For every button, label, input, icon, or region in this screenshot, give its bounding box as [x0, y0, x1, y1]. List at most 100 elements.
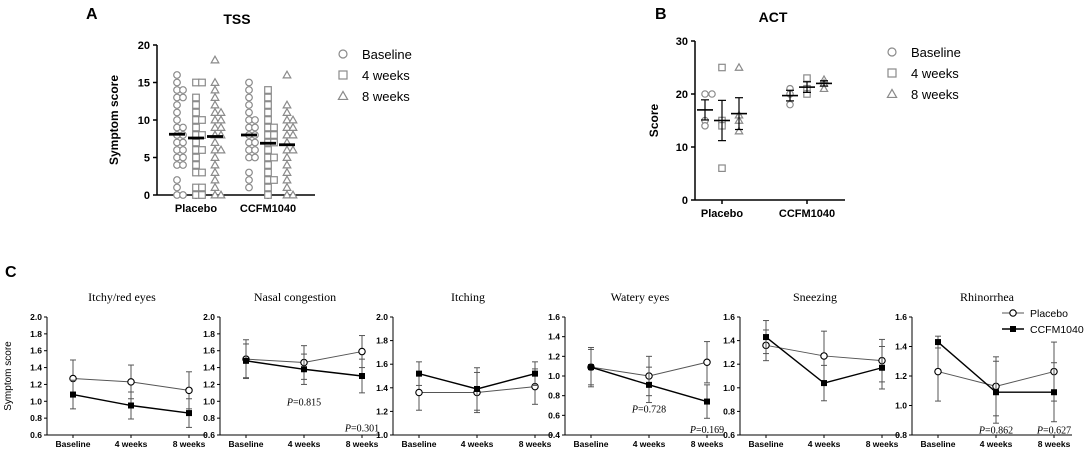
x-tick-label: 4 weeks	[461, 439, 494, 449]
y-tick-label: 1.8	[30, 329, 42, 339]
data-point	[173, 108, 181, 117]
legend-marker	[887, 68, 897, 78]
data-point	[701, 90, 709, 98]
x-tick-label: CCFM1040	[240, 203, 296, 215]
y-tick-label: 1.2	[203, 379, 215, 389]
y-tick-label: 0	[144, 190, 150, 202]
data-point	[192, 108, 200, 117]
data-point	[70, 391, 76, 398]
x-tick-label: Baseline	[749, 439, 784, 449]
y-tick-label: 1.0	[30, 396, 42, 406]
data-point	[708, 90, 716, 98]
data-point	[210, 77, 220, 86]
data-point	[282, 189, 292, 199]
y-tick-label: 10	[676, 142, 688, 154]
y-tick-label: 30	[676, 36, 688, 48]
x-tick-label: 8 weeks	[691, 439, 724, 449]
panel-label: A	[86, 6, 98, 23]
x-tick-label: 4 weeks	[633, 439, 666, 449]
p-value: =0.862	[985, 426, 1013, 437]
data-point	[704, 398, 710, 405]
p-label: P	[631, 404, 638, 415]
data-point	[210, 92, 220, 101]
p-label: P	[978, 426, 985, 437]
data-point	[210, 159, 220, 169]
data-point	[282, 99, 292, 109]
data-point	[935, 339, 941, 346]
data-point	[179, 138, 187, 147]
panel-label: C	[5, 264, 17, 281]
data-point	[198, 183, 206, 192]
x-tick-label: 8 weeks	[173, 439, 206, 449]
x-tick-label: CCFM1040	[779, 208, 835, 220]
data-point	[301, 366, 307, 373]
x-tick-label: Placebo	[701, 208, 743, 220]
p-label: P	[689, 425, 696, 436]
data-point	[179, 146, 187, 154]
subplot-rhinorrhea: Rhinorrhea 0.8 1.0 1.2 1.4 1.6 Baseline 4 weeks…	[895, 290, 1072, 449]
y-tick-label: 1.4	[203, 363, 215, 373]
data-point	[270, 123, 278, 132]
panel-b: B ACT Score 0 10 20 30 Placebo CCFM1040 Baseline 4…	[647, 6, 961, 220]
y-tick-label: 1.0	[548, 371, 560, 381]
data-point	[216, 114, 226, 124]
data-point	[173, 116, 181, 124]
x-tick-label: 4 weeks	[980, 439, 1013, 449]
p-value-annotation: P=0.301	[344, 424, 379, 435]
data-point	[198, 191, 206, 199]
data-point	[264, 86, 272, 94]
subplot-nasal-congestion: Nasal congestion 0.6 0.8 1.0 1.2 1.4 1.6 1.8 2.0…	[203, 290, 380, 449]
x-tick-label: Baseline	[229, 439, 264, 449]
y-tick-label: 1.6	[548, 312, 560, 322]
y-tick-label: 1.6	[203, 346, 215, 356]
x-tick-label: Placebo	[175, 203, 217, 215]
legend-marker	[887, 47, 897, 57]
data-point	[270, 153, 278, 162]
data-point	[993, 389, 999, 396]
data-point	[243, 357, 249, 364]
data-point	[264, 108, 272, 117]
data-point	[251, 146, 259, 154]
data-point	[734, 62, 744, 71]
subplot-title: Watery eyes	[611, 290, 670, 304]
data-point	[532, 370, 538, 377]
data-point	[245, 78, 253, 87]
y-tick-label: 1.2	[30, 379, 42, 389]
data-point	[264, 146, 272, 154]
data-point	[251, 153, 259, 162]
x-tick-label: Baseline	[402, 439, 437, 449]
data-point	[264, 93, 272, 102]
data-point	[288, 189, 298, 199]
x-tick-label: 4 weeks	[115, 439, 148, 449]
data-point	[588, 364, 594, 371]
data-point	[173, 101, 181, 109]
y-tick-label: 2.0	[203, 312, 215, 322]
panel-c: C Symptom score Itchy/red eyes 0.6 0.8 1.0 1.2…	[3, 264, 1084, 449]
data-point	[359, 373, 365, 379]
panel-label: B	[655, 6, 667, 23]
y-tick-label: 0.8	[895, 430, 907, 440]
y-tick-label: 0	[682, 195, 688, 207]
data-point	[179, 191, 187, 199]
y-tick-label: 1.4	[548, 332, 560, 342]
data-point	[288, 114, 298, 124]
p-value-annotation: P=0.627	[1036, 426, 1071, 437]
y-tick-label: 0.8	[203, 413, 215, 423]
data-point	[245, 86, 253, 94]
data-point	[251, 138, 259, 147]
data-point	[192, 93, 200, 102]
y-axis-label: Symptom score	[3, 341, 14, 411]
data-point	[245, 176, 253, 184]
data-point	[210, 167, 220, 176]
data-point	[173, 71, 181, 79]
y-tick-label: 1.2	[895, 371, 907, 381]
data-point	[198, 78, 206, 87]
y-tick-label: 0.6	[723, 430, 735, 440]
data-point	[718, 164, 726, 173]
data-point	[198, 168, 206, 177]
y-tick-label: 1.8	[376, 336, 388, 346]
data-point	[786, 100, 794, 109]
y-tick-label: 20	[676, 89, 688, 101]
data-point	[288, 144, 298, 154]
subplot-title: Itching	[451, 290, 485, 304]
